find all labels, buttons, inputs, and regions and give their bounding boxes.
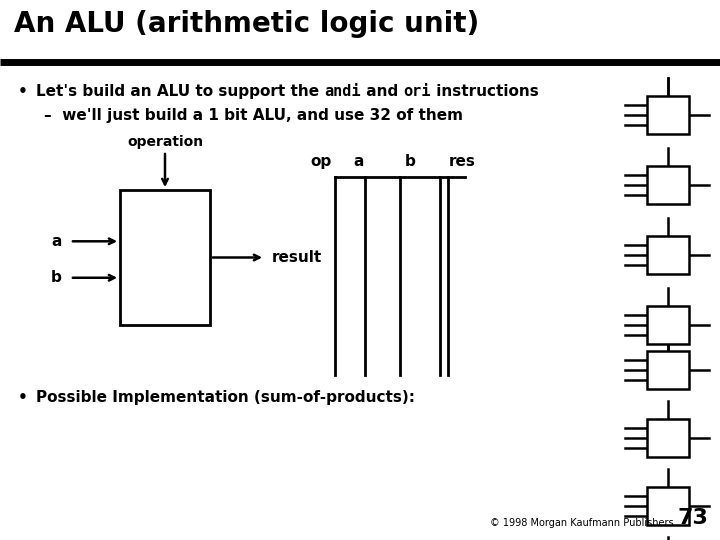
Bar <box>120 190 210 325</box>
Bar <box>647 306 689 344</box>
Text: operation: operation <box>127 135 203 149</box>
Text: –  we'll just build a 1 bit ALU, and use 32 of them: – we'll just build a 1 bit ALU, and use … <box>44 108 463 123</box>
Text: and: and <box>361 84 403 99</box>
Text: a: a <box>354 154 364 169</box>
Text: a: a <box>52 234 62 249</box>
Text: 73: 73 <box>677 508 708 528</box>
Text: res: res <box>449 154 475 169</box>
Text: ori: ori <box>403 84 431 99</box>
Text: result: result <box>272 250 323 265</box>
Bar <box>647 351 689 389</box>
Text: b: b <box>405 154 415 169</box>
Text: •: • <box>18 84 28 99</box>
Text: •: • <box>18 390 28 405</box>
Text: op: op <box>310 154 332 169</box>
Bar <box>647 236 689 274</box>
Text: Possible Implementation (sum-of-products):: Possible Implementation (sum-of-products… <box>36 390 415 405</box>
Text: An ALU (arithmetic logic unit): An ALU (arithmetic logic unit) <box>14 10 480 38</box>
Bar <box>647 487 689 525</box>
Text: instructions: instructions <box>431 84 539 99</box>
Text: Let's build an ALU to support the: Let's build an ALU to support the <box>36 84 325 99</box>
Bar <box>647 96 689 134</box>
Bar <box>647 419 689 457</box>
Text: © 1998 Morgan Kaufmann Publishers: © 1998 Morgan Kaufmann Publishers <box>490 518 674 528</box>
Text: andi: andi <box>325 84 361 99</box>
Text: b: b <box>51 270 62 285</box>
Bar <box>647 166 689 204</box>
